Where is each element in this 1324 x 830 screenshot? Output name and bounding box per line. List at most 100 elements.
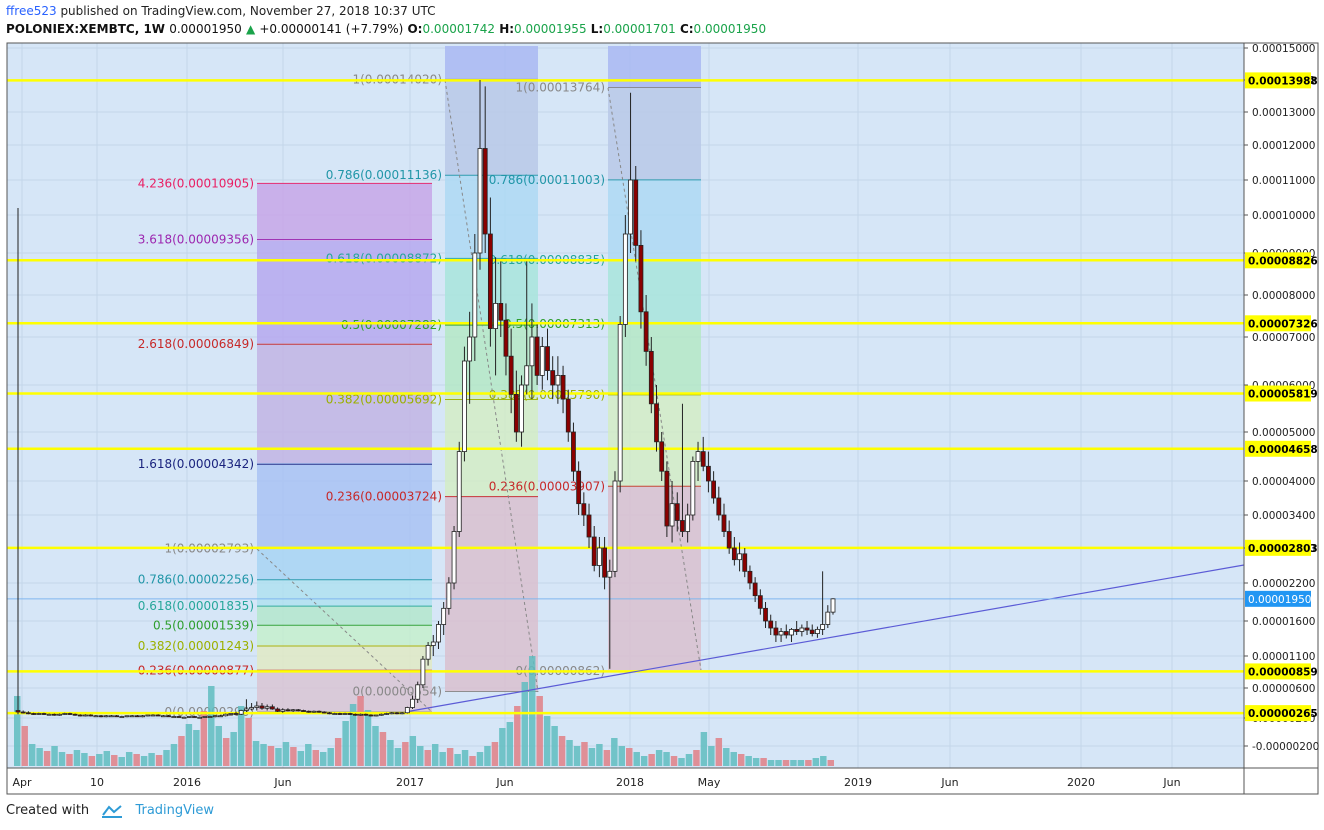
candle-body [72,713,78,716]
candle [88,714,94,717]
candle [498,261,504,337]
candle [815,626,820,638]
candle [415,681,421,703]
candle [436,621,441,649]
volume-bar [14,696,21,766]
volume-bar [237,706,245,766]
candle [378,713,384,716]
candle-body [109,715,114,718]
candle-body [301,710,306,712]
volume-bar [790,760,797,766]
candle-body [669,503,675,527]
volume-bar [125,752,133,766]
candle-body [436,624,441,643]
volume-bar [290,747,297,766]
level-tag-label: 0.00002803 [1248,543,1318,555]
candle-body [633,179,639,246]
candle [389,712,395,715]
candle [202,716,208,718]
volume-bar [469,756,476,766]
candle [83,714,88,717]
volume-bar [73,750,81,766]
level-tag-bg [1245,440,1311,457]
fib-level-label: 0.236(0.00003907) [489,479,605,493]
candle [353,713,358,716]
tradingview-link[interactable]: TradingView [135,803,214,818]
candle [467,311,473,404]
candle [742,548,748,578]
candle [119,715,125,718]
candle [695,441,701,481]
fib-level-label: 0.786(0.00002256) [138,573,254,587]
candle-body [353,713,358,716]
volume-bar [88,756,96,766]
volume-bar [163,750,170,766]
volume-bar [230,732,237,766]
author-name[interactable]: ffree523 [6,4,57,18]
candle [451,526,457,590]
candle-body [244,708,249,711]
volume-bar [170,744,178,766]
candle [342,712,348,715]
candle-body [389,712,395,715]
candle [316,710,322,713]
volume-bar [737,754,745,766]
volume-bar [685,754,693,766]
candle [487,197,493,347]
candle [545,328,550,381]
fib-band [445,46,538,80]
candle [218,715,223,718]
volume-bar [663,752,670,766]
candles [15,80,836,719]
candle-body [555,374,561,386]
candle [617,316,623,493]
candle-body [25,712,31,715]
candle-body [41,713,47,715]
volume-bar [43,751,51,766]
candle-body [93,715,99,718]
volume-bar [133,754,140,766]
candle [114,715,120,718]
candle [794,621,800,635]
candle-body [565,398,571,433]
candle-body [648,350,654,405]
candle [768,614,774,635]
candle-body [830,598,836,613]
candle-body [306,710,312,713]
candle-body [809,629,815,634]
candle [233,712,239,715]
volume-bar [603,750,611,766]
candle-body [223,713,229,717]
candle-body [825,611,831,625]
volume-bar [387,740,394,766]
candle [223,713,229,717]
candle-body [415,684,421,700]
volume-bar [558,736,566,766]
candle-body [275,708,280,712]
volume-bar [275,748,282,766]
candle [597,537,602,578]
candle-body [254,705,260,708]
time-tick-label: 2018 [616,776,644,789]
candle [529,303,535,400]
volume-bar [693,750,700,766]
candle [207,715,213,718]
candle-body [186,716,192,718]
fib-diagonal [256,548,433,713]
candle-body [586,514,592,538]
volume-bar [536,696,543,766]
volume-bar [245,718,252,766]
volume-bar [402,742,409,766]
candle-body [384,713,389,715]
candle [503,303,509,376]
candle [212,715,218,718]
candle-body [31,713,36,715]
candle [420,656,426,688]
candle-body [716,497,722,516]
candle-body [742,553,748,572]
candle [456,441,462,537]
candle [700,436,706,472]
candle [726,520,732,554]
candle [145,714,151,717]
